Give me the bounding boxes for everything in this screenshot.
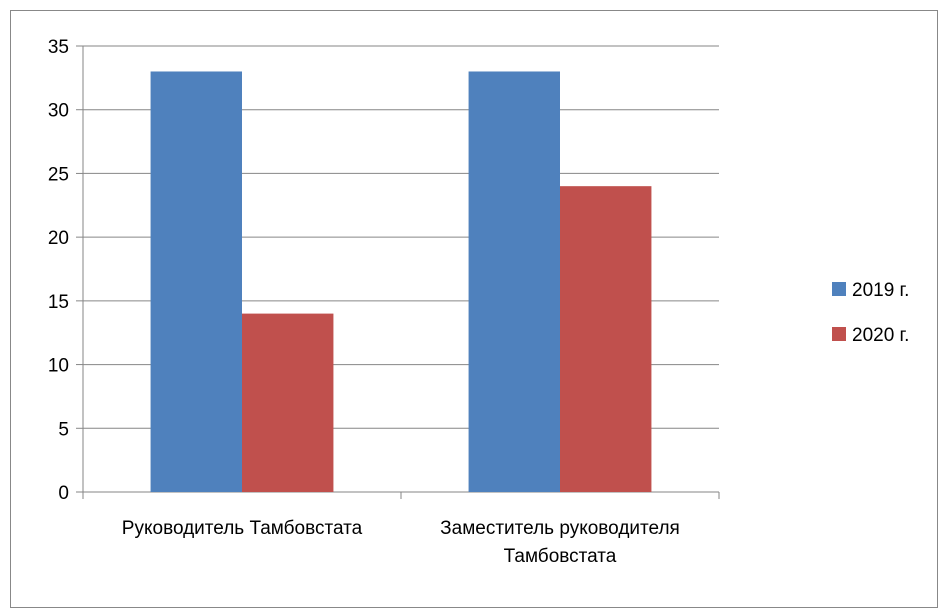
y-tick-label: 5 [58,419,69,440]
legend-swatch [832,327,846,341]
y-tick-label: 15 [48,292,69,313]
bar-2-2 [560,186,652,492]
y-tick-label: 25 [48,164,69,185]
category-label: Руководитель Тамбовстата [122,518,363,539]
bar-1-2 [468,71,560,492]
legend-label: 2020 г. [852,325,909,346]
legend-swatch [832,282,846,296]
bar-1-1 [150,71,242,492]
bar-2-1 [242,313,334,492]
y-tick-label: 35 [48,37,69,58]
y-tick-label: 10 [48,356,69,377]
category-label: Тамбовстата [504,546,617,567]
y-tick-label: 20 [48,228,69,249]
category-label: Заместитель руководителя [440,518,680,539]
y-tick-label: 0 [58,483,69,504]
legend-label: 2019 г. [852,280,909,301]
y-tick-label: 30 [48,101,69,122]
